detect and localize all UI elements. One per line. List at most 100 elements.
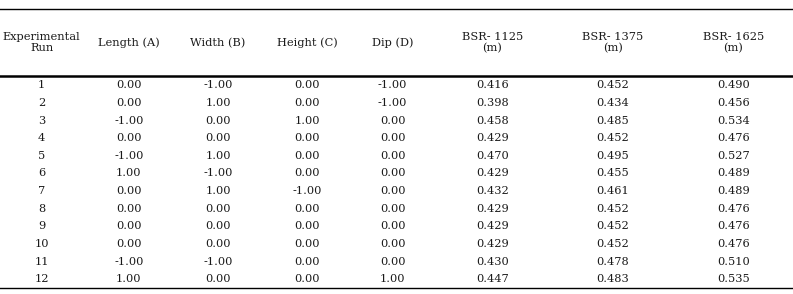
- Text: 0.429: 0.429: [476, 221, 509, 231]
- Text: 0.00: 0.00: [294, 151, 320, 161]
- Text: 12: 12: [34, 274, 49, 284]
- Text: 0.447: 0.447: [476, 274, 509, 284]
- Text: 0.00: 0.00: [205, 239, 231, 249]
- Text: 0.00: 0.00: [116, 80, 142, 90]
- Text: 0.534: 0.534: [717, 116, 749, 126]
- Text: BSR- 1625
(m): BSR- 1625 (m): [703, 32, 764, 54]
- Text: 0.416: 0.416: [476, 80, 509, 90]
- Text: Experimental
Run: Experimental Run: [3, 32, 80, 54]
- Text: 0.398: 0.398: [476, 98, 509, 108]
- Text: 0.00: 0.00: [380, 168, 405, 178]
- Text: 0.00: 0.00: [380, 257, 405, 267]
- Text: 0.430: 0.430: [476, 257, 509, 267]
- Text: -1.00: -1.00: [203, 257, 233, 267]
- Text: 5: 5: [38, 151, 45, 161]
- Text: 0.434: 0.434: [596, 98, 630, 108]
- Text: 3: 3: [38, 116, 45, 126]
- Text: -1.00: -1.00: [114, 116, 144, 126]
- Text: -1.00: -1.00: [377, 98, 408, 108]
- Text: Length (A): Length (A): [98, 37, 159, 48]
- Text: 0.00: 0.00: [380, 204, 405, 214]
- Text: -1.00: -1.00: [114, 151, 144, 161]
- Text: Height (C): Height (C): [277, 37, 338, 48]
- Text: 0.510: 0.510: [717, 257, 749, 267]
- Text: 0.489: 0.489: [717, 168, 749, 178]
- Text: 0.429: 0.429: [476, 239, 509, 249]
- Text: 0.00: 0.00: [294, 133, 320, 143]
- Text: 0.00: 0.00: [116, 239, 142, 249]
- Text: 11: 11: [34, 257, 49, 267]
- Text: 0.476: 0.476: [717, 221, 749, 231]
- Text: 0.00: 0.00: [205, 274, 231, 284]
- Text: -1.00: -1.00: [377, 80, 408, 90]
- Text: 0.00: 0.00: [116, 98, 142, 108]
- Text: 0.00: 0.00: [294, 274, 320, 284]
- Text: 0.483: 0.483: [596, 274, 630, 284]
- Text: 0.485: 0.485: [596, 116, 630, 126]
- Text: 1.00: 1.00: [116, 168, 142, 178]
- Text: 0.461: 0.461: [596, 186, 630, 196]
- Text: 0.429: 0.429: [476, 133, 509, 143]
- Text: 0.00: 0.00: [116, 221, 142, 231]
- Text: 1.00: 1.00: [205, 151, 231, 161]
- Text: 0.00: 0.00: [294, 98, 320, 108]
- Text: 2: 2: [38, 98, 45, 108]
- Text: 0.495: 0.495: [596, 151, 630, 161]
- Text: -1.00: -1.00: [203, 168, 233, 178]
- Text: 0.00: 0.00: [205, 116, 231, 126]
- Text: 0.00: 0.00: [205, 133, 231, 143]
- Text: 0.478: 0.478: [596, 257, 630, 267]
- Text: BSR- 1375
(m): BSR- 1375 (m): [582, 32, 644, 54]
- Text: 0.476: 0.476: [717, 204, 749, 214]
- Text: 0.00: 0.00: [294, 257, 320, 267]
- Text: BSR- 1125
(m): BSR- 1125 (m): [462, 32, 523, 54]
- Text: 0.452: 0.452: [596, 204, 630, 214]
- Text: 0.429: 0.429: [476, 168, 509, 178]
- Text: 0.527: 0.527: [717, 151, 749, 161]
- Text: 1: 1: [38, 80, 45, 90]
- Text: 0.00: 0.00: [205, 204, 231, 214]
- Text: 1.00: 1.00: [294, 116, 320, 126]
- Text: 1.00: 1.00: [205, 98, 231, 108]
- Text: 0.00: 0.00: [380, 151, 405, 161]
- Text: 0.00: 0.00: [294, 221, 320, 231]
- Text: 0.00: 0.00: [380, 239, 405, 249]
- Text: 0.00: 0.00: [380, 133, 405, 143]
- Text: 0.00: 0.00: [116, 186, 142, 196]
- Text: 0.00: 0.00: [294, 168, 320, 178]
- Text: 6: 6: [38, 168, 45, 178]
- Text: 7: 7: [38, 186, 45, 196]
- Text: 0.432: 0.432: [476, 186, 509, 196]
- Text: 0.452: 0.452: [596, 239, 630, 249]
- Text: 0.00: 0.00: [205, 221, 231, 231]
- Text: 0.429: 0.429: [476, 204, 509, 214]
- Text: 9: 9: [38, 221, 45, 231]
- Text: 0.452: 0.452: [596, 80, 630, 90]
- Text: 1.00: 1.00: [116, 274, 142, 284]
- Text: 10: 10: [34, 239, 49, 249]
- Text: 0.489: 0.489: [717, 186, 749, 196]
- Text: 0.456: 0.456: [717, 98, 749, 108]
- Text: 4: 4: [38, 133, 45, 143]
- Text: 0.470: 0.470: [476, 151, 509, 161]
- Text: 0.00: 0.00: [380, 186, 405, 196]
- Text: -1.00: -1.00: [203, 80, 233, 90]
- Text: 0.452: 0.452: [596, 221, 630, 231]
- Text: 8: 8: [38, 204, 45, 214]
- Text: 0.00: 0.00: [380, 221, 405, 231]
- Text: 0.00: 0.00: [294, 204, 320, 214]
- Text: 1.00: 1.00: [205, 186, 231, 196]
- Text: 1.00: 1.00: [380, 274, 405, 284]
- Text: Dip (D): Dip (D): [372, 37, 413, 48]
- Text: 0.476: 0.476: [717, 133, 749, 143]
- Text: 0.455: 0.455: [596, 168, 630, 178]
- Text: 0.452: 0.452: [596, 133, 630, 143]
- Text: 0.490: 0.490: [717, 80, 749, 90]
- Text: 0.476: 0.476: [717, 239, 749, 249]
- Text: -1.00: -1.00: [293, 186, 322, 196]
- Text: 0.00: 0.00: [294, 239, 320, 249]
- Text: 0.00: 0.00: [116, 204, 142, 214]
- Text: Width (B): Width (B): [190, 37, 246, 48]
- Text: 0.00: 0.00: [380, 116, 405, 126]
- Text: 0.535: 0.535: [717, 274, 749, 284]
